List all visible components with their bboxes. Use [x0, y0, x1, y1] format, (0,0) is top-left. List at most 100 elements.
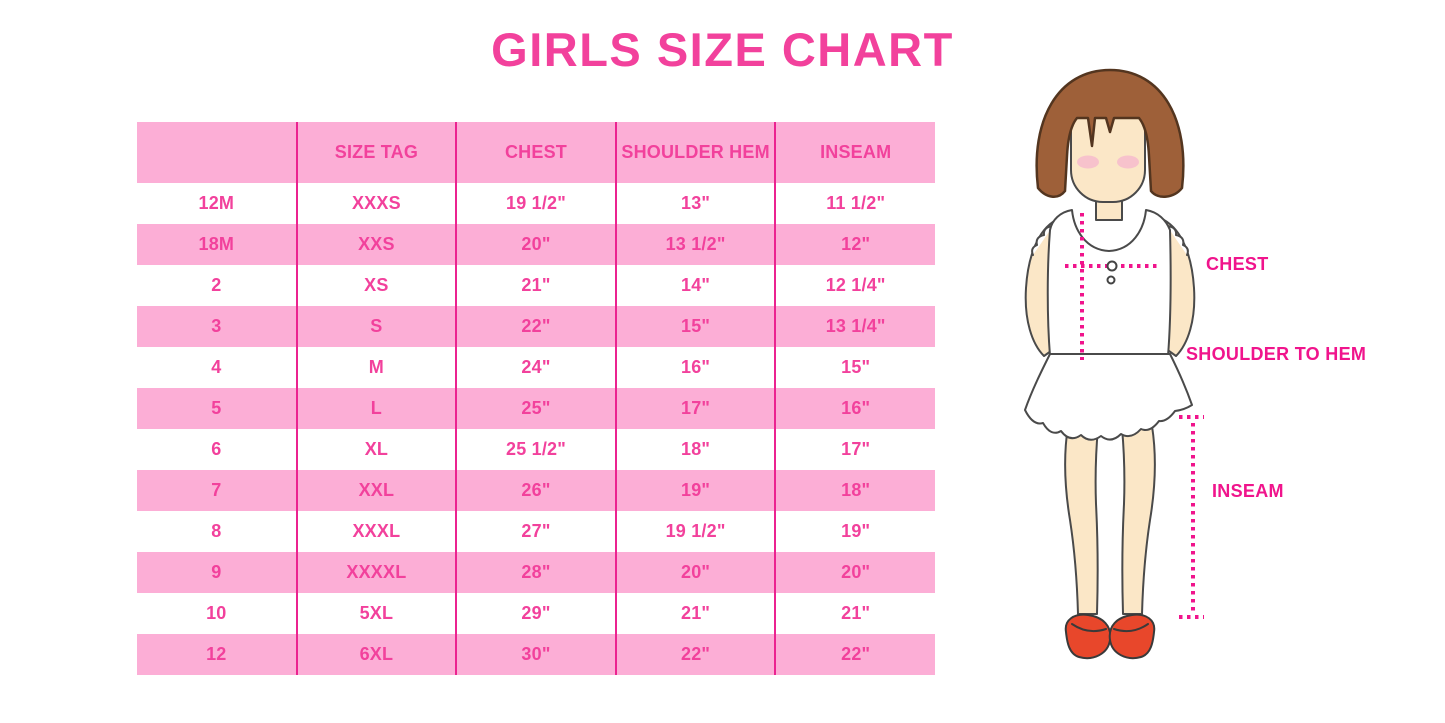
size-tag-cell: XXS: [295, 224, 457, 265]
table-row: 5 L 25" 17" 16": [137, 388, 935, 429]
table-row: 2 XS 21" 14" 12 1/4": [137, 265, 935, 306]
header-chest: CHEST: [455, 122, 616, 183]
girls-size-table: SIZE TAG CHEST SHOULDER HEM INSEAM 12M X…: [137, 122, 935, 675]
inseam-cell: 16": [774, 388, 935, 429]
header-age-size: [137, 122, 297, 183]
chest-cell: 28": [455, 552, 616, 593]
size-tag-cell: 5XL: [295, 593, 457, 634]
chest-cell: 19 1/2": [455, 183, 616, 224]
blush-left: [1077, 155, 1099, 169]
measurement-figure: CHEST SHOULDER TO HEM INSEAM: [1000, 58, 1445, 680]
age-size-cell: 3: [211, 316, 222, 336]
shoulder-hem-cell: 20": [614, 552, 776, 593]
age-size-cell: 4: [211, 357, 222, 377]
shoulder-hem-cell: 15": [614, 306, 776, 347]
shoulder-hem-cell: 13 1/2": [614, 224, 776, 265]
chest-cell: 24": [455, 347, 616, 388]
age-size-cell: 10: [206, 603, 227, 623]
chest-cell: 22": [455, 306, 616, 347]
left-shoulder-ruffle: [1031, 225, 1054, 256]
age-size-cell: 6: [211, 439, 222, 459]
table-row: 6 XL 25 1/2" 18" 17": [137, 429, 935, 470]
size-tag-cell: L: [295, 388, 457, 429]
table-row: 3 S 22" 15" 13 1/4": [137, 306, 935, 347]
age-size-cell: 12M: [198, 193, 235, 213]
shoulder-hem-cell: 22": [614, 634, 776, 675]
chest-cell: 29": [455, 593, 616, 634]
age-size-cell: 18M: [198, 234, 235, 254]
inseam-cell: 18": [774, 470, 935, 511]
inseam-cell: 12": [774, 224, 935, 265]
right-shoe-strap: [1113, 623, 1149, 633]
table-row: 12 6XL 30" 22" 22": [137, 634, 935, 675]
size-table-body: 12M XXXS 19 1/2" 13" 11 1/2" 18M XXS 20"…: [137, 183, 935, 675]
age-size-cell: 8: [211, 521, 222, 541]
right-shoulder-ruffle: [1166, 225, 1189, 256]
girl-left-leg: [1064, 425, 1099, 615]
shoulder-hem-cell: 19": [614, 470, 776, 511]
girl-skirt: [1024, 353, 1193, 441]
table-row: 4 M 24" 16" 15": [137, 347, 935, 388]
age-size-cell: 9: [211, 562, 222, 582]
table-row: 12M XXXS 19 1/2" 13" 11 1/2": [137, 183, 935, 224]
header-shoulder-hem: SHOULDER HEM: [614, 122, 776, 183]
chest-cell: 20": [455, 224, 616, 265]
shoulder-hem-cell: 21": [614, 593, 776, 634]
blush-right: [1117, 155, 1139, 169]
girl-right-leg: [1121, 425, 1156, 615]
table-row: 10 5XL 29" 21" 21": [137, 593, 935, 634]
table-row: 7 XXL 26" 19" 18": [137, 470, 935, 511]
girl-illustration: [1024, 68, 1204, 659]
top-button-2: [1106, 275, 1116, 285]
chest-cell: 27": [455, 511, 616, 552]
inseam-label: INSEAM: [1212, 481, 1284, 501]
size-tag-cell: 6XL: [295, 634, 457, 675]
chest-cell: 30": [455, 634, 616, 675]
shoulder-hem-cell: 19 1/2": [614, 511, 776, 552]
inseam-cell: 13 1/4": [774, 306, 935, 347]
age-size-cell: 7: [211, 480, 222, 500]
inseam-cell: 17": [774, 429, 935, 470]
shoulder-hem-cell: 18": [614, 429, 776, 470]
inseam-cell: 11 1/2": [774, 183, 935, 224]
inseam-cell: 22": [774, 634, 935, 675]
size-tag-cell: XXL: [295, 470, 457, 511]
shoulder-hem-cell: 14": [614, 265, 776, 306]
left-shoe-strap: [1071, 623, 1107, 633]
size-tag-cell: XL: [295, 429, 457, 470]
shoulder-hem-cell: 16": [614, 347, 776, 388]
header-size-tag: SIZE TAG: [295, 122, 457, 183]
age-size-cell: 2: [211, 275, 222, 295]
table-row: 9 XXXXL 28" 20" 20": [137, 552, 935, 593]
chest-cell: 26": [455, 470, 616, 511]
size-tag-cell: S: [295, 306, 457, 347]
header-inseam: INSEAM: [774, 122, 935, 183]
inseam-cell: 12 1/4": [774, 265, 935, 306]
size-tag-cell: XXXS: [295, 183, 457, 224]
table-row: 18M XXS 20" 13 1/2" 12": [137, 224, 935, 265]
inseam-cell: 21": [774, 593, 935, 634]
age-size-cell: 12: [206, 644, 227, 664]
girl-hair: [1035, 68, 1185, 198]
size-tag-cell: M: [295, 347, 457, 388]
page-title: GIRLS SIZE CHART: [491, 23, 954, 76]
size-tag-cell: XXXL: [295, 511, 457, 552]
table-row: 8 XXXL 27" 19 1/2" 19": [137, 511, 935, 552]
age-size-cell: 5: [211, 398, 222, 418]
size-tag-cell: XS: [295, 265, 457, 306]
inseam-cell: 15": [774, 347, 935, 388]
chest-cell: 21": [455, 265, 616, 306]
shoulder-to-hem-label: SHOULDER TO HEM: [1186, 344, 1367, 364]
chest-cell: 25": [455, 388, 616, 429]
shoulder-hem-cell: 13": [614, 183, 776, 224]
inseam-cell: 20": [774, 552, 935, 593]
shoulder-hem-cell: 17": [614, 388, 776, 429]
inseam-cell: 19": [774, 511, 935, 552]
chest-cell: 25 1/2": [455, 429, 616, 470]
left-shoe: [1064, 613, 1112, 659]
right-shoe: [1108, 613, 1156, 659]
chest-label: CHEST: [1206, 254, 1269, 274]
top-button-1: [1106, 260, 1118, 272]
size-table-header: SIZE TAG CHEST SHOULDER HEM INSEAM: [137, 122, 935, 183]
